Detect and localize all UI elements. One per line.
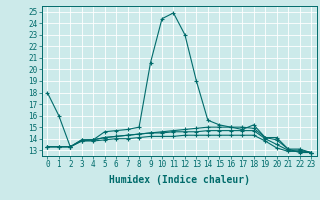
X-axis label: Humidex (Indice chaleur): Humidex (Indice chaleur) [109, 175, 250, 185]
